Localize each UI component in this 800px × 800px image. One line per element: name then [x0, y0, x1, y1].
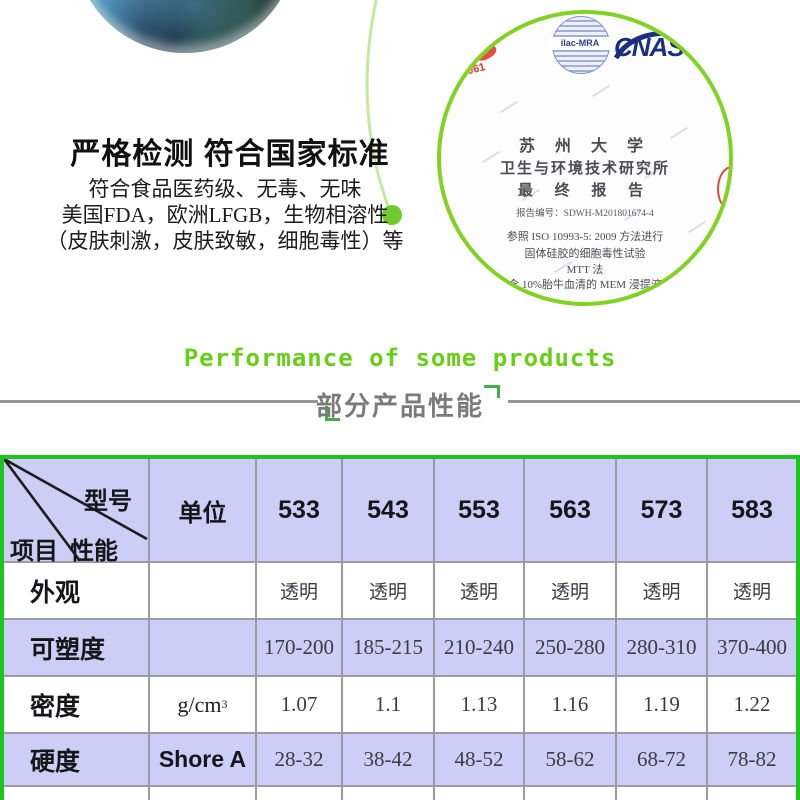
cell-hardness-583: 78-82 — [708, 734, 796, 787]
model-header-583: 583 — [708, 459, 796, 563]
performance-title-cn: 部分产品性能 — [315, 391, 484, 421]
clipped-row-cell — [257, 787, 343, 800]
cert-report-no: 报告编号：SDWH-M201801674-4 — [516, 209, 654, 219]
unit-header-cell: 单位 — [150, 459, 257, 563]
cell-appearance-553: 透明 — [435, 563, 525, 620]
cell-plasticity-533: 170-200 — [257, 620, 343, 677]
cell-appearance-533: 透明 — [257, 563, 343, 620]
unit-cell-density: g/cm 3 — [150, 677, 257, 734]
decorative-curve — [365, 0, 402, 225]
divider-left — [0, 400, 318, 403]
clipped-row-cell — [708, 787, 796, 800]
cell-hardness-533: 28-32 — [257, 734, 343, 787]
cell-density-563: 1.16 — [525, 677, 617, 734]
row-label-appearance: 外观 — [4, 563, 150, 620]
unit-cell-hardness: Shore A — [150, 734, 257, 787]
cell-plasticity-563: 250-280 — [525, 620, 617, 677]
cert-medium: 含 10%胎牛血清的 MEM 浸提液 — [508, 279, 662, 291]
cert-method: 参照 ISO 10993-5: 2009 方法进行 — [506, 231, 664, 243]
corner-bracket-top-right-icon — [484, 385, 500, 398]
performance-title-en: Performance of some products — [183, 344, 617, 372]
cert-mtt: MTT 法 — [566, 264, 604, 276]
section-body: 符合食品医药级、无毒、无味 美国FDA，欧洲LFGB，生物相溶性 （皮肤刺激，皮… — [40, 176, 410, 254]
cell-density-573: 1.19 — [617, 677, 708, 734]
diagonal-lines — [4, 459, 148, 561]
cell-hardness-573: 68-72 — [617, 734, 708, 787]
density-unit: g/cm — [177, 691, 222, 717]
unit-cell-plasticity — [150, 620, 257, 677]
model-header-543: 543 — [343, 459, 435, 563]
model-header-553: 553 — [435, 459, 525, 563]
row-label-hardness: 硬度 — [4, 734, 150, 787]
watermark-mark — [499, 100, 519, 114]
cell-density-553: 1.13 — [435, 677, 525, 734]
cell-hardness-563: 58-62 — [525, 734, 617, 787]
row-label-density: 密度 — [4, 677, 150, 734]
watermark-mark — [591, 84, 611, 98]
cell-plasticity-573: 280-310 — [617, 620, 708, 677]
corner-label-property: 性能 — [70, 538, 118, 565]
cell-plasticity-543: 185-215 — [343, 620, 435, 677]
product-photo-circle — [73, 0, 297, 53]
body-line-3: （皮肤刺激，皮肤致敏，细胞毒性）等 — [46, 229, 404, 253]
corner-bracket-bottom-left-icon — [325, 406, 340, 421]
clipped-row-cell — [435, 787, 525, 800]
cell-appearance-543: 透明 — [343, 563, 435, 620]
cell-appearance-563: 透明 — [525, 563, 617, 620]
cell-hardness-553: 48-52 — [435, 734, 525, 787]
clipped-row-cell — [4, 787, 150, 800]
unit-cell-appearance — [150, 563, 257, 620]
section-heading: 严格检测 符合国家标准 — [70, 138, 390, 171]
cell-plasticity-583: 370-400 — [708, 620, 796, 677]
row-label-plasticity: 可塑度 — [4, 620, 150, 677]
cert-university: 苏 州 大 学 — [518, 138, 651, 155]
ilac-mra-label: ilac-MRA — [549, 37, 611, 50]
clipped-row-cell — [150, 787, 257, 800]
cell-appearance-583: 透明 — [708, 563, 796, 620]
cnas-swoosh — [613, 30, 687, 60]
cnas-logo-icon: CNAS — [613, 24, 690, 70]
ilac-mra-logo-icon: ilac-MRA — [549, 16, 611, 74]
cell-appearance-573: 透明 — [617, 563, 708, 620]
cell-plasticity-553: 210-240 — [435, 620, 525, 677]
model-header-573: 573 — [617, 459, 708, 563]
body-line-1: 符合食品医药级、无毒、无味 — [88, 177, 362, 201]
model-header-563: 563 — [525, 459, 617, 563]
corner-label-item: 项目 — [10, 538, 58, 565]
clipped-row-cell — [343, 787, 435, 800]
model-header-533: 533 — [257, 459, 343, 563]
cell-density-543: 1.1 — [343, 677, 435, 734]
body-line-2: 美国FDA，欧洲LFGB，生物相溶性 — [61, 203, 389, 227]
density-unit-sup: 3 — [221, 697, 228, 711]
cell-density-533: 1.07 — [257, 677, 343, 734]
corner-label-model: 型号 — [84, 488, 132, 515]
clipped-row-cell — [525, 787, 617, 800]
cell-density-583: 1.22 — [708, 677, 796, 734]
certificate-image: ilac-MRA CNAS 4061 苏 州 大 学 卫生与环境技术研究所 最 … — [437, 10, 733, 306]
product-spec-table: 型号 性能 项目 单位 533 543 553 563 573 583 外观 透… — [0, 455, 800, 800]
cert-test: 固体硅胶的细胞毒性试验 — [524, 248, 646, 260]
stamp-number: 4061 — [459, 61, 487, 79]
cell-hardness-543: 38-42 — [343, 734, 435, 787]
table-corner-cell: 型号 性能 项目 — [4, 459, 150, 565]
cert-institute: 卫生与环境技术研究所 — [499, 161, 670, 177]
green-dot — [382, 205, 402, 225]
red-stamp-fragment-icon — [473, 42, 499, 64]
cnas-label: CNAS — [614, 32, 685, 62]
divider-right — [508, 400, 800, 403]
cert-report-title: 最 终 报 告 — [517, 183, 653, 199]
clipped-row-cell — [617, 787, 708, 800]
